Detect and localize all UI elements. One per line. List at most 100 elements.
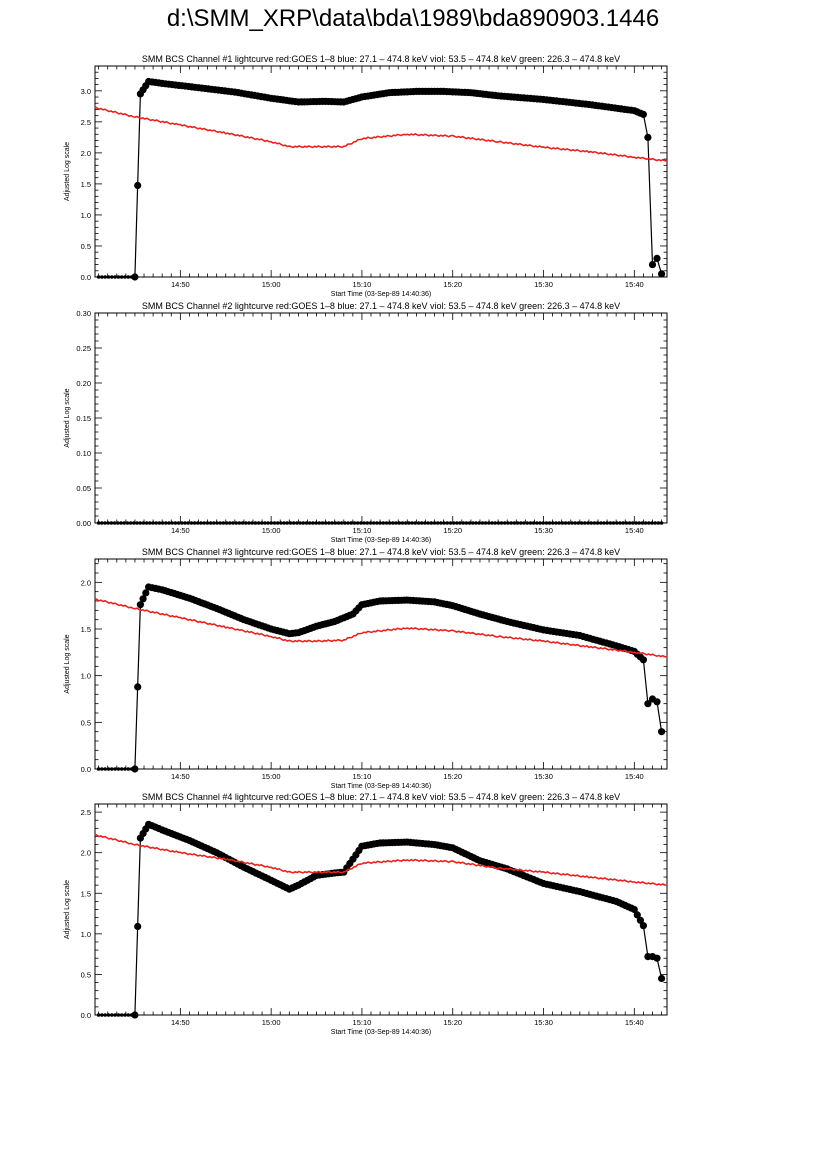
x-tick-label: 15:40 [625,1018,644,1027]
bcs-data-point [576,521,581,525]
x-tick-label: 14:50 [171,772,190,781]
bcs-data-point [621,521,625,525]
bcs-data-point [215,521,219,525]
bcs-data-point [110,1013,114,1017]
bcs-data-point [381,521,386,525]
bcs-data-point [327,521,331,525]
bcs-data-point [180,521,184,525]
bcs-data-point [656,521,661,525]
bcs-data-point [196,521,200,525]
bcs-data-point [512,521,517,525]
bcs-series-line [98,586,663,770]
bcs-data-point [471,521,475,525]
bcs-data-point [253,521,258,525]
bcs-data-point [113,275,117,279]
bcs-data-point [439,521,443,525]
bcs-data-point [320,521,325,525]
bcs-data-point [608,521,613,525]
y-tick-label: 0.00 [76,519,91,528]
x-tick-label: 15:00 [262,1018,281,1027]
bcs-data-point [116,521,120,525]
y-tick-label: 0.05 [76,484,91,493]
chart-title: SMM BCS Channel #3 lightcurve red:GOES 1… [142,547,620,557]
bcs-data-point [132,521,136,525]
bcs-data-point [375,521,379,525]
bcs-data-point [349,521,354,525]
bcs-data-point [595,521,600,525]
bcs-data-point [228,521,232,525]
y-tick-label: 2.5 [81,118,91,127]
y-tick-label: 2.0 [81,149,91,158]
bcs-data-point [586,521,590,525]
bcs-data-point [100,1013,104,1017]
bcs-data-point [432,521,437,525]
x-tick-label: 15:40 [625,772,644,781]
bcs-data-point [653,954,661,962]
bcs-data-point [100,767,104,771]
bcs-data-point [314,521,318,525]
bcs-data-point [288,521,293,525]
y-tick-label: 0.0 [81,765,91,774]
bcs-data-point [551,521,555,525]
bcs-data-point [653,254,661,262]
bcs-data-point [653,521,657,525]
y-tick-label: 1.5 [81,180,91,189]
y-tick-label: 2.5 [81,808,91,817]
bcs-data-point [113,767,117,771]
bcs-data-point [560,521,565,525]
bcs-data-point [330,521,334,525]
y-tick-label: 1.0 [81,211,91,220]
bcs-data-point [134,922,142,931]
bcs-data-point [100,521,104,525]
bcs-data-point [477,521,482,525]
bcs-data-point [167,521,171,525]
bcs-data-point [119,1013,124,1017]
bcs-data-point [435,521,440,525]
bcs-data-point [103,275,107,279]
bcs-data-point [631,521,635,525]
bcs-data-point [528,521,533,525]
y-tick-label: 0.5 [81,718,91,727]
bcs-data-point [103,521,107,525]
bcs-data-point [636,916,645,924]
bcs-data-point [519,521,523,525]
bcs-data-point [112,521,117,525]
bcs-data-point [272,521,277,525]
bcs-data-point [96,521,101,525]
bcs-data-point [643,521,648,525]
bcs-data-point [480,521,485,525]
bcs-data-point [496,521,501,525]
bcs-data-point [224,521,229,525]
bcs-data-point [138,521,142,525]
bcs-data-point [371,521,376,525]
bcs-data-point [531,521,536,525]
x-tick-label: 15:30 [534,772,553,781]
bcs-data-point [658,728,666,736]
y-tick-label: 1.5 [81,889,91,898]
bcs-data-point [135,521,139,525]
bcs-data-point [266,521,270,525]
y-tick-label: 0.5 [81,970,91,979]
bcs-data-point [189,521,194,525]
bcs-data-point [282,521,286,525]
bcs-data-point [544,521,549,525]
bcs-data-point [633,911,641,919]
bcs-data-point [123,1013,127,1017]
bcs-data-point [96,1013,101,1017]
bcs-data-point [96,767,101,771]
bcs-data-point [615,521,619,525]
bcs-data-point [423,521,427,525]
bcs-data-point [260,521,264,525]
bcs-data-point [573,521,577,525]
bcs-data-point [218,521,222,525]
bcs-data-point [455,521,459,525]
bcs-data-point [445,521,450,525]
bcs-data-point [394,521,398,525]
bcs-data-point [291,521,296,525]
bcs-data-point [263,521,267,525]
bcs-data-point [136,601,144,609]
bcs-data-point [275,521,280,525]
y-tick-label: 0.0 [81,273,91,282]
bcs-data-point [131,1011,139,1019]
